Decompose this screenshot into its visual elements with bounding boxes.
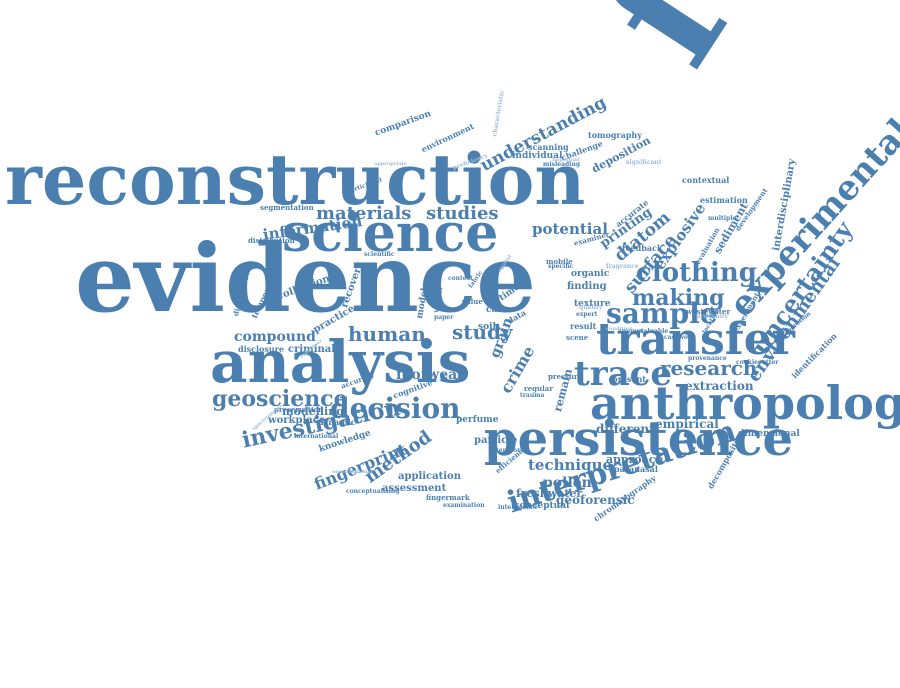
cloud-word: paper	[434, 314, 454, 321]
cloud-word: scene	[566, 333, 589, 342]
cloud-word: intelligence	[498, 504, 538, 511]
cloud-word: characteristic	[491, 89, 507, 138]
cloud-word: preservation	[274, 405, 324, 414]
cloud-word: organic	[571, 269, 610, 279]
cloud-word: cookiecutter	[736, 359, 779, 366]
cloud-word: human	[348, 322, 426, 346]
cloud-word: sample	[606, 297, 718, 330]
cloud-word: provenance	[688, 355, 727, 362]
cloud-word: pollen	[543, 475, 592, 491]
cloud-word: expert	[576, 311, 598, 318]
cloud-word: individual	[512, 151, 563, 161]
cloud-word: value	[462, 297, 483, 306]
cloud-word: examination	[443, 502, 485, 509]
cloud-word: pressure	[548, 372, 583, 381]
cloud-word: scientific	[364, 251, 395, 258]
cloud-word: finding	[567, 281, 607, 292]
cloud-word: case	[486, 305, 509, 315]
cloud-word: particle	[474, 435, 518, 446]
cloud-word: fragrance	[606, 263, 639, 270]
cloud-word: conceptualising	[346, 488, 400, 495]
cloud-word: casework	[664, 334, 696, 341]
cloud-word: reconstruction	[5, 138, 586, 221]
cloud-word: criminal	[288, 344, 336, 355]
cloud-word: present	[612, 374, 647, 384]
cloud-word: potential	[532, 220, 608, 238]
cloud-word: organisational	[332, 469, 373, 475]
cloud-word: geoscience	[212, 386, 348, 412]
cloud-word: anthropology	[590, 376, 900, 430]
cloud-word: valuable	[640, 328, 669, 335]
cloud-word: temporal	[496, 447, 527, 454]
cloud-word: persistence	[484, 411, 794, 467]
cloud-word: decision	[330, 392, 461, 425]
cloud-word: modelling	[282, 405, 344, 418]
cloud-word: proximity	[696, 313, 729, 320]
cloud-word: paranasal	[614, 464, 658, 474]
cloud-word: context	[448, 275, 473, 282]
cloud-word: fingermark	[426, 493, 470, 502]
cloud-word: dynamic	[318, 417, 356, 427]
cloud-word: approach	[606, 453, 664, 466]
cloud-word: freshwater	[516, 487, 583, 500]
cloud-word: compound	[234, 329, 316, 345]
cloud-word: trace	[574, 354, 672, 394]
cloud-word: conceptual	[514, 501, 570, 511]
cloud-word: footwear	[396, 367, 465, 383]
cloud-word: multiple	[708, 215, 737, 222]
cloud-word: mobile	[546, 257, 573, 266]
cloud-word: analysis	[210, 328, 471, 396]
cloud-word: assessment	[382, 483, 447, 494]
cloud-word: misleading	[543, 161, 581, 168]
cloud-word: workplace	[268, 415, 326, 426]
cloud-word: geoforensic	[556, 493, 635, 507]
cloud-word: empirical	[655, 417, 719, 431]
cloud-word: materials	[316, 203, 412, 224]
cloud-word: evidence	[75, 224, 537, 334]
cloud-word: research	[660, 356, 758, 380]
cloud-word: scanning	[528, 142, 569, 152]
cloud-word: result	[570, 321, 597, 331]
cloud-word: dimensional	[738, 429, 800, 439]
cloud-word: study	[452, 320, 513, 344]
cloud-word: texture	[574, 299, 611, 309]
cloud-word: trauma	[520, 392, 545, 399]
cloud-word: studies	[426, 203, 499, 224]
cloud-word: tomography	[588, 130, 642, 140]
cloud-word: disclosure	[238, 344, 285, 354]
cloud-word: specific	[548, 263, 574, 270]
cloud-word: application	[398, 471, 461, 482]
cloud-word: making	[632, 285, 725, 311]
cloud-word: important	[552, 157, 581, 163]
cloud-word: soil	[478, 322, 496, 332]
cloud-word: quality	[579, 304, 603, 311]
cloud-word: perfume	[456, 415, 499, 425]
cloud-word: feedback	[622, 243, 663, 253]
cloud-word: segmentation	[260, 203, 314, 212]
cloud-word: appropriate	[374, 161, 407, 167]
cloud-word: different	[596, 422, 655, 436]
cloud-word: extraction	[685, 379, 754, 393]
cloud-word: wastewater	[686, 307, 731, 316]
cloud-word: amount	[618, 328, 644, 335]
cloud-word: forensic	[568, 0, 900, 95]
cloud-word: international	[294, 433, 339, 440]
cloud-word: regular	[524, 384, 554, 393]
cloud-word: science	[282, 203, 499, 264]
cloud-word: contextual	[682, 175, 730, 185]
cloud-word: comparison	[373, 108, 433, 139]
cloud-word: condition	[606, 326, 633, 332]
cloud-word: identification	[789, 330, 839, 381]
cloud-word: technique	[528, 456, 613, 474]
cloud-word: estimation	[700, 195, 748, 205]
cloud-word: transfer	[596, 314, 795, 365]
cloud-word: distribution	[248, 236, 295, 245]
cloud-word: clothing	[636, 258, 757, 288]
cloud-word: significant	[626, 159, 662, 166]
